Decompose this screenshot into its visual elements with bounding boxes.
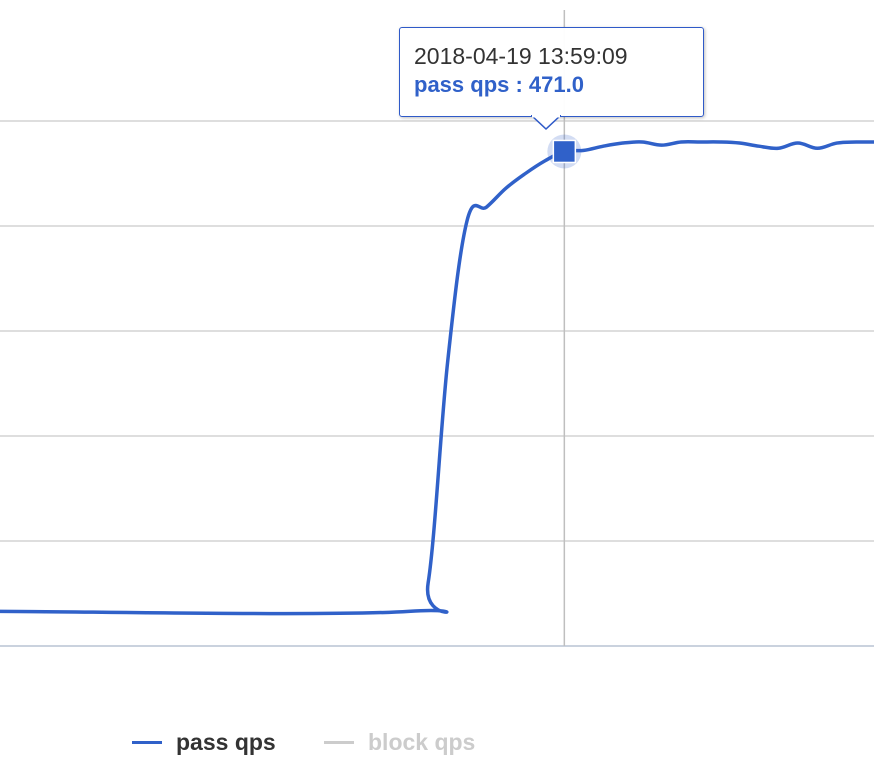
tooltip-timestamp: 2018-04-19 13:59:09 (414, 43, 628, 69)
tooltip-value: pass qps : 471.0 (414, 72, 584, 97)
series-line-pass-qps (0, 140, 874, 616)
legend: pass qps block qps (0, 722, 874, 762)
tooltip: 2018-04-19 13:59:09 pass qps : 471.0 (399, 27, 704, 117)
legend-swatch-pass-qps (132, 740, 162, 744)
legend-item-pass-qps[interactable]: pass qps (132, 722, 276, 762)
grid-lines (0, 120, 874, 542)
line-chart (0, 10, 874, 647)
legend-label-pass-qps: pass qps (176, 728, 276, 755)
hover-point-marker[interactable] (552, 139, 577, 164)
legend-label-block-qps: block qps (368, 728, 476, 755)
legend-item-block-qps[interactable]: block qps (324, 722, 475, 762)
tooltip-arrow (531, 115, 561, 131)
legend-swatch-block-qps (324, 740, 354, 744)
